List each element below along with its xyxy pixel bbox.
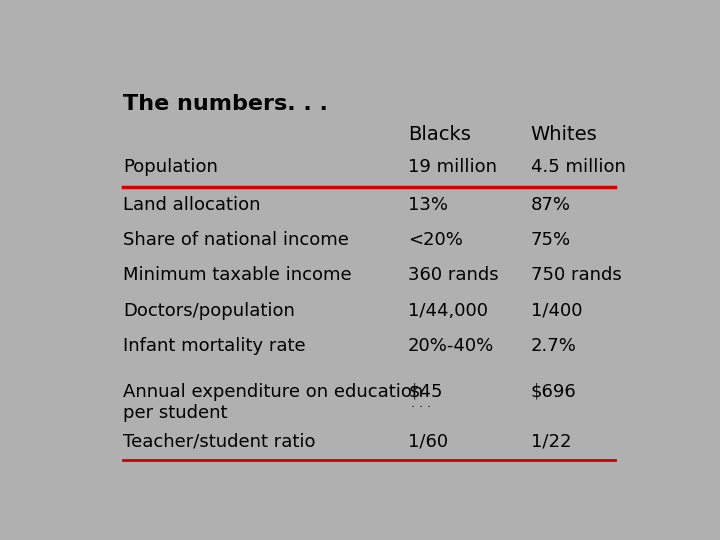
Text: Doctors/population: Doctors/population <box>124 302 295 320</box>
Text: The numbers. . .: The numbers. . . <box>124 94 328 114</box>
Text: Infant mortality rate: Infant mortality rate <box>124 337 306 355</box>
Text: 75%: 75% <box>531 231 571 249</box>
Text: 1/44,000: 1/44,000 <box>408 302 488 320</box>
Text: Minimum taxable income: Minimum taxable income <box>124 266 352 285</box>
Text: <20%: <20% <box>408 231 463 249</box>
Text: Blacks: Blacks <box>408 125 471 144</box>
Text: 750 rands: 750 rands <box>531 266 621 285</box>
Text: 20%-40%: 20%-40% <box>408 337 495 355</box>
Text: Teacher/student ratio: Teacher/student ratio <box>124 433 316 451</box>
Text: . . .: . . . <box>411 397 431 410</box>
Text: Land allocation: Land allocation <box>124 196 261 214</box>
Text: 4.5 million: 4.5 million <box>531 158 626 177</box>
Text: Share of national income: Share of national income <box>124 231 349 249</box>
Text: Annual expenditure on education
per student: Annual expenditure on education per stud… <box>124 383 424 422</box>
Text: Whites: Whites <box>531 125 598 144</box>
Text: 1/60: 1/60 <box>408 433 448 451</box>
Text: 13%: 13% <box>408 196 448 214</box>
Text: $45: $45 <box>408 383 443 401</box>
Text: 19 million: 19 million <box>408 158 497 177</box>
Text: 1/22: 1/22 <box>531 433 572 451</box>
Text: 1/400: 1/400 <box>531 302 582 320</box>
Text: 360 rands: 360 rands <box>408 266 499 285</box>
Text: 2.7%: 2.7% <box>531 337 577 355</box>
Text: $696: $696 <box>531 383 577 401</box>
Text: Population: Population <box>124 158 218 177</box>
Text: 87%: 87% <box>531 196 571 214</box>
